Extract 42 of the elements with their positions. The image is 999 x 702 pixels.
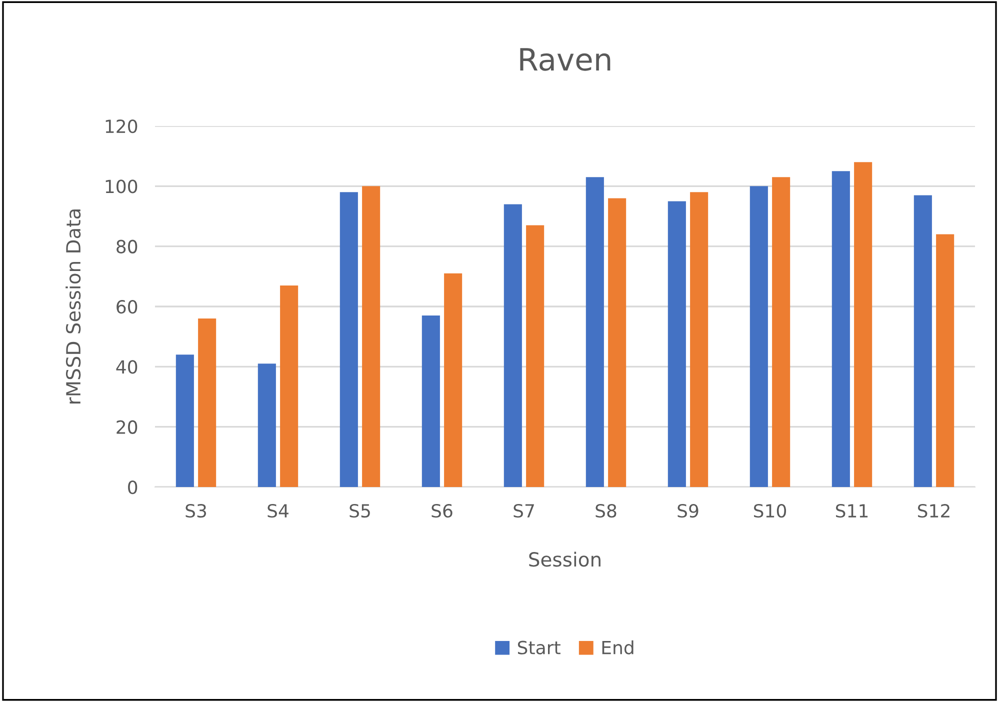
legend-label: Start [518, 640, 560, 654]
y-tick-label: 120 [106, 119, 138, 134]
bar [668, 201, 686, 487]
bar [340, 192, 358, 487]
x-tick-label: S10 [754, 504, 786, 518]
y-tick-label: 60 [116, 300, 138, 314]
legend-label: End [602, 640, 634, 654]
x-tick-label: S11 [836, 504, 868, 518]
bar [280, 285, 298, 487]
chart-title: Raven [520, 48, 610, 71]
bar [936, 234, 954, 487]
bar [690, 192, 708, 487]
x-tick-label: S8 [596, 504, 616, 518]
y-tick-label: 40 [116, 360, 138, 374]
bar [258, 364, 276, 487]
bar [832, 171, 850, 487]
y-tick-label: 20 [116, 420, 138, 434]
y-tick-label: 80 [116, 240, 138, 254]
bar [608, 198, 626, 487]
x-tick-label: S3 [186, 504, 206, 518]
bar [504, 204, 522, 487]
y-axis-title: rMSSD Session Data [66, 210, 81, 404]
bar [772, 177, 790, 487]
bar [176, 354, 194, 487]
y-tick-label: 100 [106, 180, 138, 194]
bar [586, 177, 604, 487]
x-tick-label: S5 [350, 504, 370, 518]
bar [198, 318, 216, 487]
bar [444, 273, 462, 487]
x-tick-label: S12 [918, 504, 950, 518]
bar [422, 316, 440, 487]
y-tick-label: 0 [128, 480, 138, 494]
x-tick-label: S9 [678, 504, 698, 518]
bar [750, 186, 768, 487]
x-axis-title: Session [529, 552, 600, 567]
bar [526, 225, 544, 487]
bar [854, 162, 872, 487]
x-tick-label: S7 [514, 504, 534, 518]
bar [362, 186, 380, 487]
x-tick-label: S4 [268, 504, 288, 518]
x-tick-label: S6 [432, 504, 452, 518]
bar [914, 195, 932, 487]
